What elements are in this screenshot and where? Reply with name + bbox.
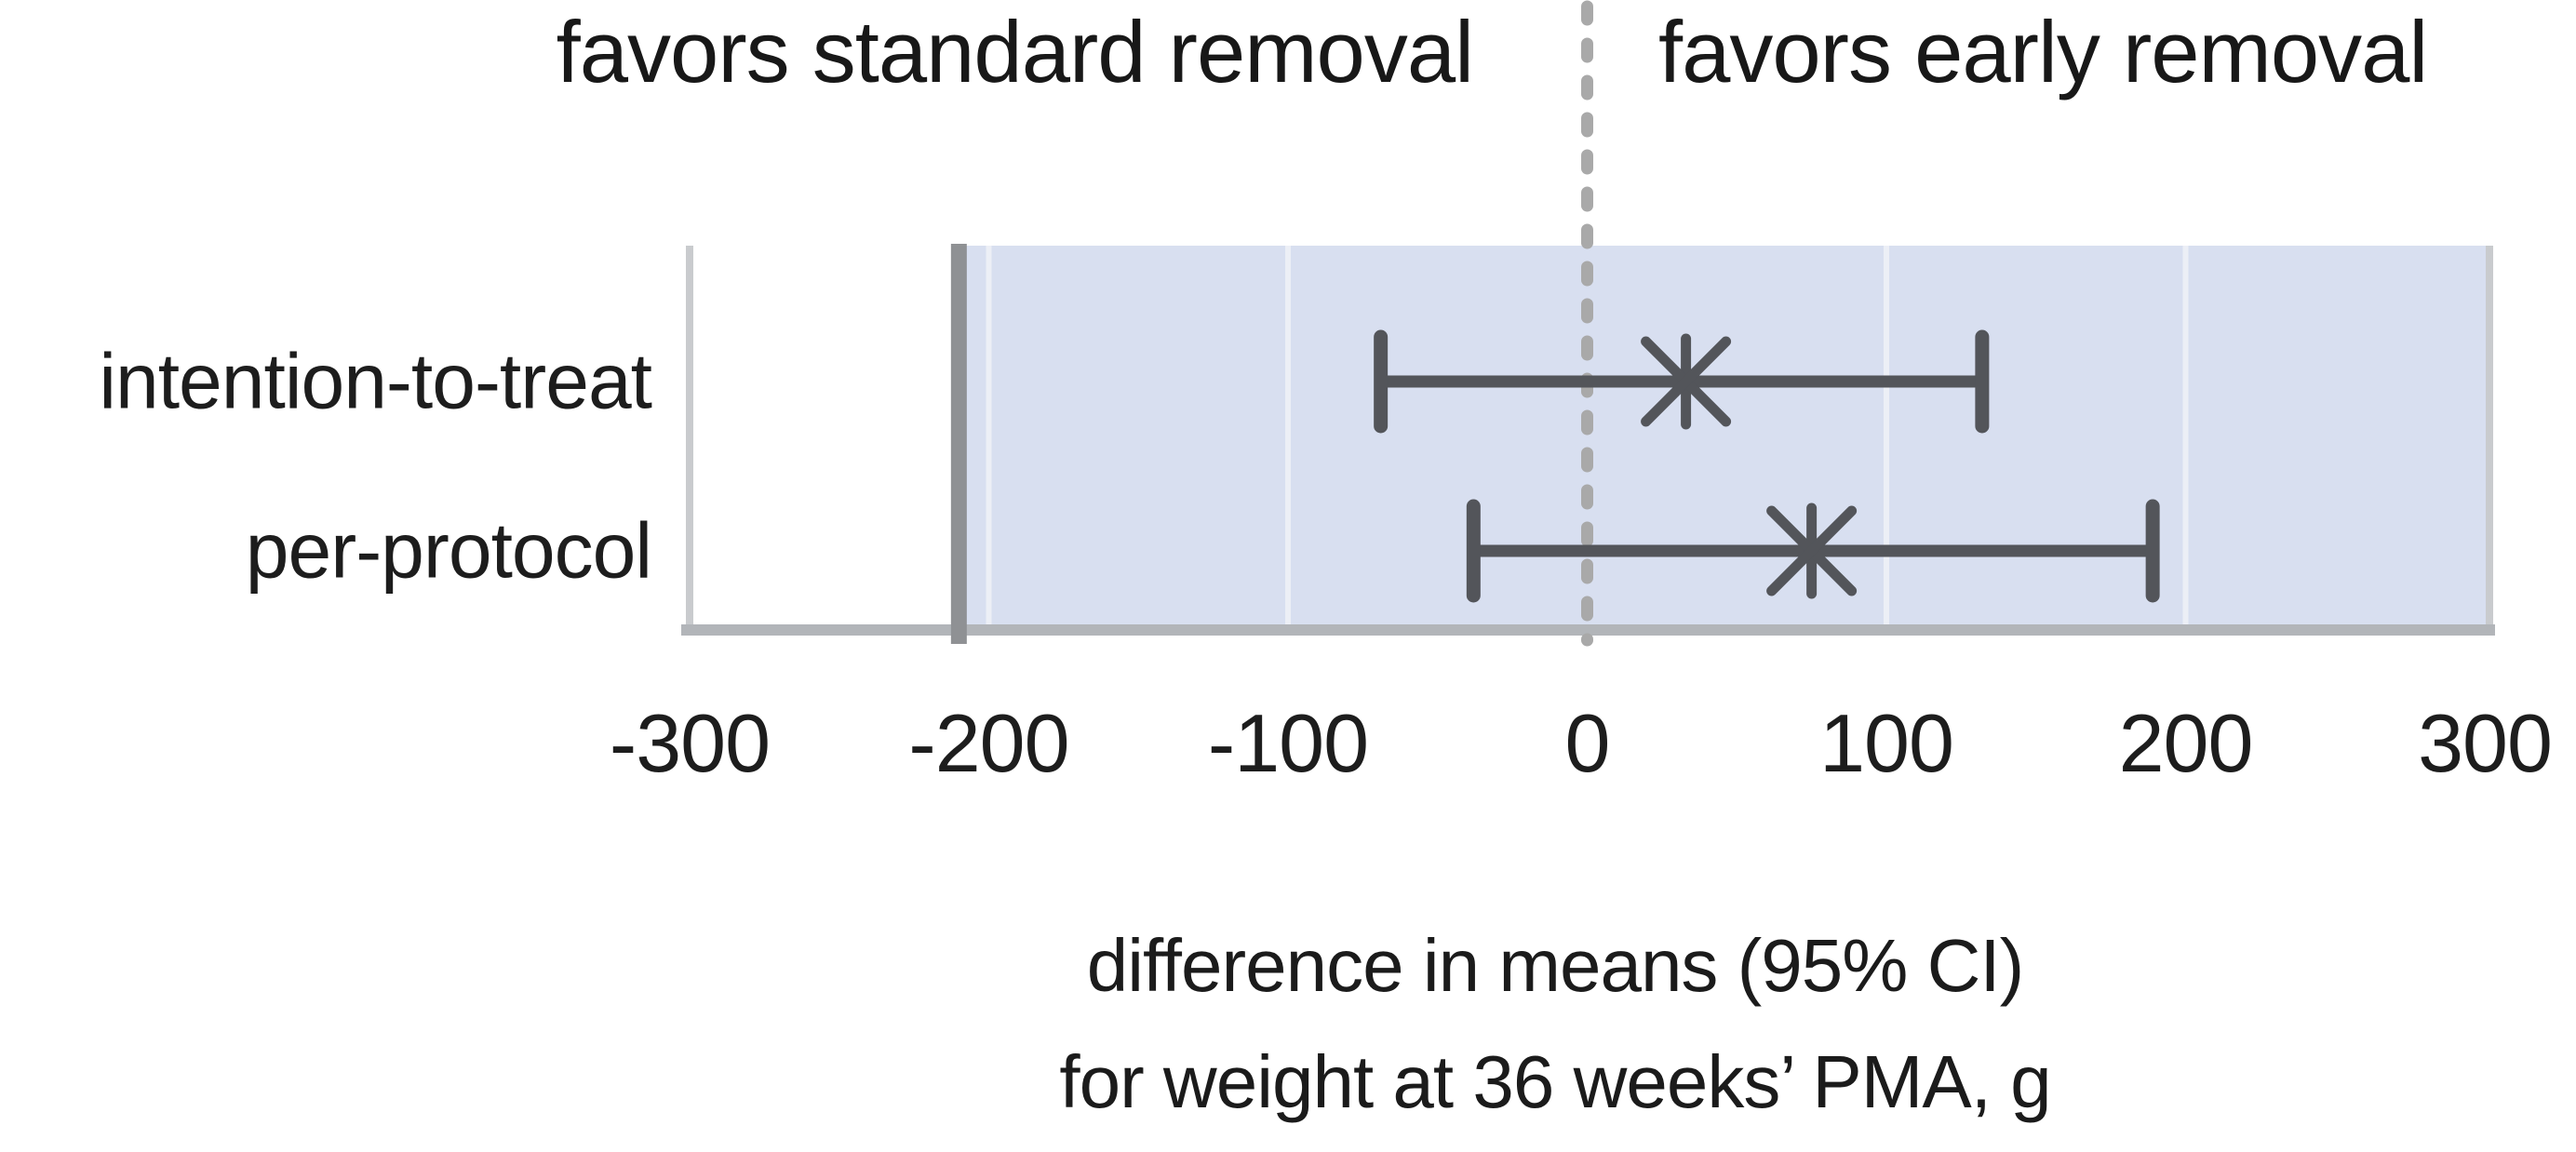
favors-early-removal-label: favors early removal [1658,3,2428,100]
x-tick-label-200: 200 [2118,697,2254,789]
mean-marker-diagonal2-1 [1766,505,1858,596]
x-tick-label--100: -100 [1207,697,1369,789]
row-label-intention-to-treat: intention-to-treat [99,337,652,425]
noninferiority-shaded-region [966,246,2489,624]
row-label-per-protocol: per-protocol [245,506,652,595]
x-tick-label-300: 300 [2418,697,2553,789]
x-axis-title-line1: difference in means (95% CI) [1086,924,2025,1007]
x-tick-label-100: 100 [1819,697,1954,789]
x-tick-label-0: 0 [1564,697,1611,789]
mean-marker-diagonal2-0 [1641,336,1732,427]
favors-standard-removal-label: favors standard removal [556,3,1474,100]
x-tick-label--200: -200 [908,697,1069,789]
x-axis-title-line2: for weight at 36 weeks’ PMA, g [1059,1040,2051,1123]
x-tick-label--300: -300 [609,697,771,789]
